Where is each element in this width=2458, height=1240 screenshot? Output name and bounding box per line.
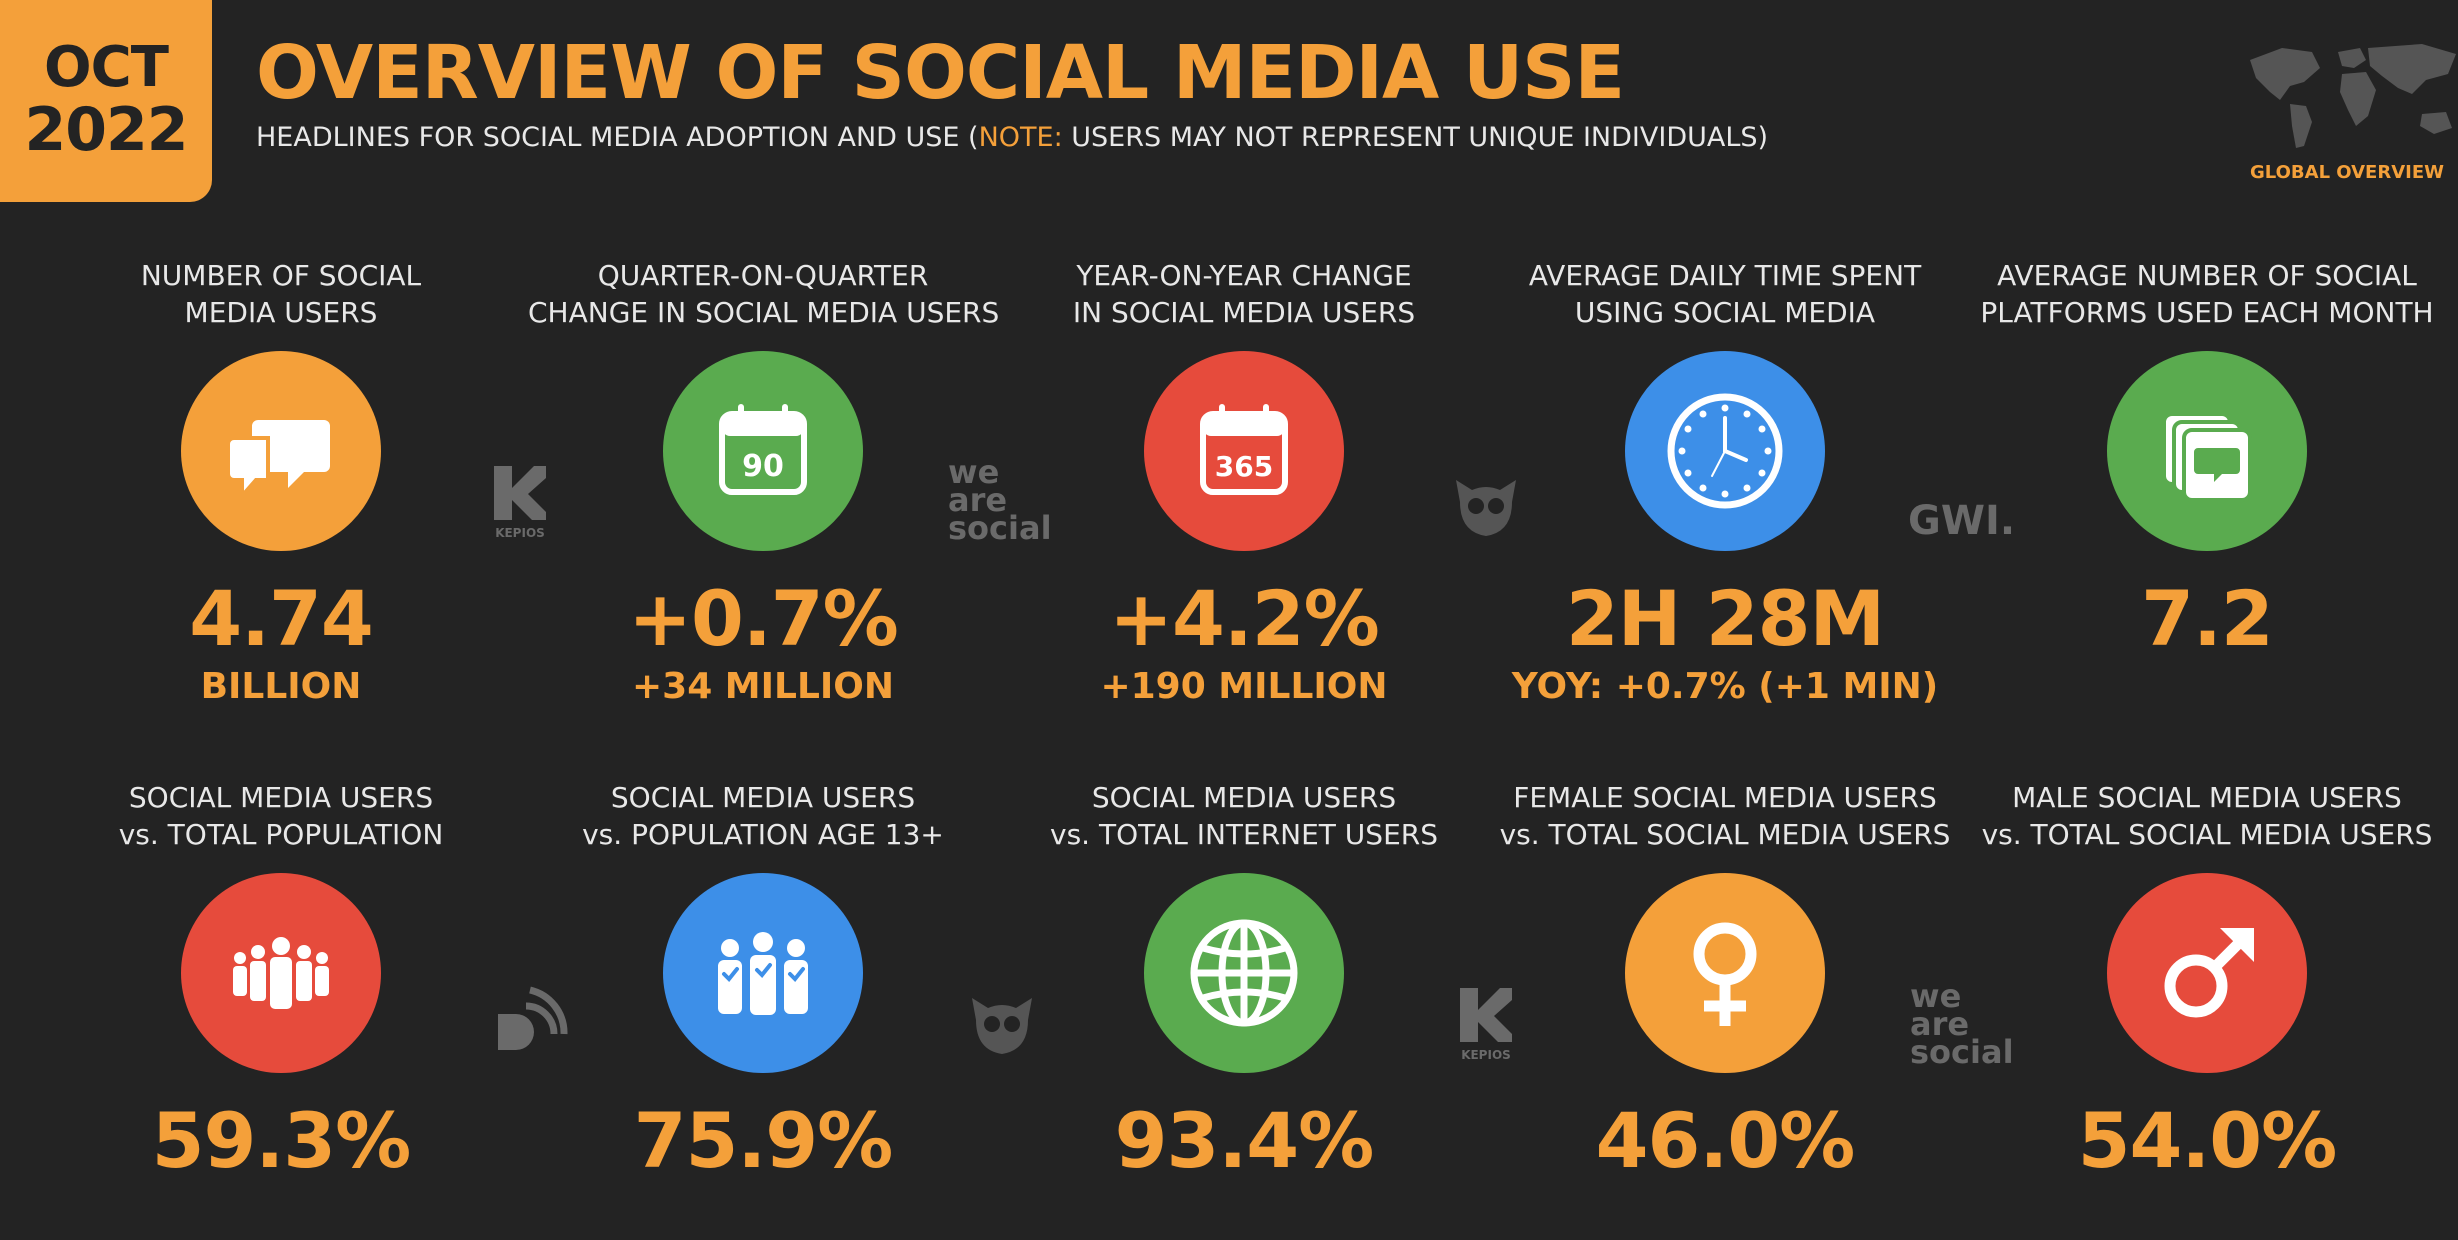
stat-year-change: YEAR-ON-YEAR CHANGE IN SOCIAL MEDIA USERS… xyxy=(1009,257,1479,709)
we-are-social-logo: we are social xyxy=(1910,977,2014,1071)
stat-sub-value: +34 MILLION xyxy=(631,666,895,707)
crowd-icon xyxy=(233,937,329,1009)
stat-vs-population-13plus: SOCIAL MEDIA USERS vs. POPULATION AGE 13+… xyxy=(528,779,998,1181)
we-are-social-logo: we are social xyxy=(948,453,1052,547)
stat-value: 4.74 xyxy=(189,574,374,663)
kepios-mark-icon xyxy=(1460,988,1512,1042)
stat-value: 75.9% xyxy=(633,1096,894,1185)
page-subtitle: HEADLINES FOR SOCIAL MEDIA ADOPTION AND … xyxy=(256,122,1769,153)
stat-value: +0.7% xyxy=(628,574,898,663)
date-year: 2022 xyxy=(24,95,189,165)
stat-daily-time: AVERAGE DAILY TIME SPENT USING SOCIAL MED… xyxy=(1490,257,1960,709)
stat-label: NUMBER OF SOCIAL MEDIA USERS xyxy=(140,259,422,329)
stat-value: 46.0% xyxy=(1595,1096,1856,1185)
icon-circle xyxy=(663,873,863,1073)
stat-label: FEMALE SOCIAL MEDIA USERS vs. TOTAL SOCIA… xyxy=(1499,781,1951,851)
stat-label: MALE SOCIAL MEDIA USERS vs. TOTAL SOCIAL … xyxy=(1981,781,2433,851)
icon-circle: 365 xyxy=(1144,351,1344,551)
stat-value: 93.4% xyxy=(1114,1096,1375,1185)
hootsuite-owl-icon xyxy=(972,998,1032,1054)
stat-social-media-users: NUMBER OF SOCIAL MEDIA USERS 4.74 BILLION xyxy=(46,257,516,709)
icon-circle xyxy=(2107,351,2307,551)
clock-icon xyxy=(1667,393,1783,509)
stat-sub-value: +190 MILLION xyxy=(1100,666,1388,707)
stat-vs-internet-users: SOCIAL MEDIA USERS vs. TOTAL INTERNET USE… xyxy=(1009,779,1479,1181)
icon-circle xyxy=(1625,351,1825,551)
stat-vs-total-population: SOCIAL MEDIA USERS vs. TOTAL POPULATION 5… xyxy=(46,779,516,1181)
stat-value: 7.2 xyxy=(2141,574,2274,663)
female-icon xyxy=(1693,922,1757,1026)
globe-icon xyxy=(1190,919,1298,1027)
stacked-cards-icon xyxy=(2162,412,2252,502)
svg-text:365: 365 xyxy=(1215,450,1273,483)
stat-female-share: FEMALE SOCIAL MEDIA USERS vs. TOTAL SOCIA… xyxy=(1490,779,1960,1181)
stat-label: AVERAGE NUMBER OF SOCIAL PLATFORMS USED E… xyxy=(1980,259,2434,329)
date-badge: OCT 2022 xyxy=(0,0,212,202)
icon-circle: 90 xyxy=(663,351,863,551)
speech-bubbles-icon xyxy=(226,420,330,502)
icon-circle xyxy=(1625,873,1825,1073)
stat-label: SOCIAL MEDIA USERS vs. TOTAL POPULATION xyxy=(118,781,444,851)
kepios-mark-icon xyxy=(494,466,546,520)
male-icon xyxy=(2164,928,2254,1018)
icon-circle xyxy=(2107,873,2307,1073)
stat-label: SOCIAL MEDIA USERS vs. POPULATION AGE 13+ xyxy=(582,781,944,851)
icon-circle xyxy=(181,351,381,551)
stat-sub-value: BILLION xyxy=(200,666,362,707)
stat-platforms-count: AVERAGE NUMBER OF SOCIAL PLATFORMS USED E… xyxy=(1972,257,2442,659)
datareportal-icon xyxy=(498,986,568,1050)
hootsuite-owl-icon xyxy=(1456,480,1516,536)
global-overview-label: GLOBAL OVERVIEW xyxy=(2250,162,2444,183)
icon-circle xyxy=(1144,873,1344,1073)
stat-sub-value: YOY: +0.7% (+1 MIN) xyxy=(1511,666,1939,707)
calendar-icon: 90 xyxy=(719,404,807,495)
stat-value: +4.2% xyxy=(1109,574,1379,663)
stat-male-share: MALE SOCIAL MEDIA USERS vs. TOTAL SOCIAL … xyxy=(1972,779,2442,1181)
stat-quarter-change: QUARTER-ON-QUARTER CHANGE IN SOCIAL MEDIA… xyxy=(528,257,1000,709)
adults-icon xyxy=(718,932,808,1015)
calendar-icon: 365 xyxy=(1200,404,1288,495)
gwi-logo: GWI. xyxy=(1908,498,2016,544)
stat-label: YEAR-ON-YEAR CHANGE IN SOCIAL MEDIA USERS xyxy=(1072,259,1416,329)
kepios-logo: KEPIOS xyxy=(1456,984,1516,1062)
kepios-logo: KEPIOS xyxy=(490,462,550,540)
world-map-icon xyxy=(2250,44,2456,148)
stat-label: AVERAGE DAILY TIME SPENT USING SOCIAL MED… xyxy=(1528,259,1922,329)
stat-label: QUARTER-ON-QUARTER CHANGE IN SOCIAL MEDIA… xyxy=(528,259,1000,329)
stat-value: 2H 28M xyxy=(1565,574,1885,663)
icon-circle xyxy=(181,873,381,1073)
stat-label: SOCIAL MEDIA USERS vs. TOTAL INTERNET USE… xyxy=(1050,781,1438,851)
date-month: OCT xyxy=(44,35,169,100)
page-title: OVERVIEW OF SOCIAL MEDIA USE xyxy=(256,30,1625,116)
svg-text:90: 90 xyxy=(742,449,784,484)
stat-value: 54.0% xyxy=(2077,1096,2338,1185)
stat-value: 59.3% xyxy=(151,1096,412,1185)
